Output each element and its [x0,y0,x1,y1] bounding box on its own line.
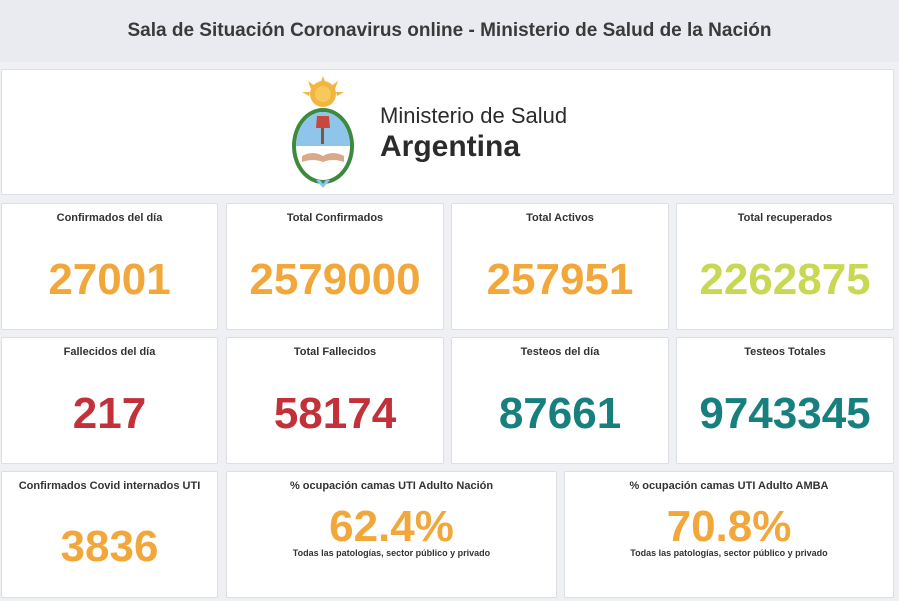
stat-card-total-recuperados: Total recuperados 2262875 [676,203,894,330]
stat-label: Total Confirmados [286,212,384,224]
stat-card-internados-uti: Confirmados Covid internados UTI 3836 [1,471,218,598]
page-title: Sala de Situación Coronavirus online - M… [127,20,772,41]
stat-value: 87661 [498,389,622,438]
logo-banner: Ministerio de Salud Argentina [1,69,894,195]
stat-label: Total Fallecidos [293,346,377,358]
stat-value: 62.4% [329,502,454,551]
stat-label: Confirmados Covid internados UTI [18,480,201,492]
stat-card-testeos-totales: Testeos Totales 9743345 [676,337,894,464]
stat-value: 70.8% [666,502,792,551]
stat-value: 3836 [60,522,159,571]
stat-label: Fallecidos del día [63,346,156,358]
stat-card-total-activos: Total Activos 257951 [451,203,669,330]
stat-value: 9743345 [699,389,871,438]
stat-card-ocupacion-nacion: % ocupación camas UTI Adulto Nación 62.4… [226,471,557,598]
stat-card-testeos-dia: Testeos del día 87661 [451,337,669,464]
stat-card-confirmados-dia: Confirmados del día 27001 [1,203,218,330]
stat-label: Confirmados del día [56,212,163,224]
stat-label: Total recuperados [737,212,833,224]
ministry-logo: Ministerio de Salud Argentina [288,76,567,192]
stat-card-total-confirmados: Total Confirmados 2579000 [226,203,444,330]
logo-line-1: Ministerio de Salud [380,103,568,128]
stat-label: % ocupación camas UTI Adulto Nación [289,480,494,492]
stat-sublabel: Todas las patologías, sector público y p… [292,548,491,558]
stat-label: % ocupación camas UTI Adulto AMBA [629,480,829,492]
stat-label: Testeos del día [520,346,600,358]
stat-card-ocupacion-amba: % ocupación camas UTI Adulto AMBA 70.8% … [564,471,894,598]
page-header: Sala de Situación Coronavirus online - M… [0,0,899,62]
stat-value: 217 [72,389,147,438]
stat-card-total-fallecidos: Total Fallecidos 58174 [226,337,444,464]
stat-card-fallecidos-dia: Fallecidos del día 217 [1,337,218,464]
stat-value: 2579000 [249,255,421,304]
stat-value: 257951 [486,255,634,304]
logo-line-2: Argentina [380,130,521,163]
stat-label: Testeos Totales [744,346,826,358]
stat-value: 27001 [48,255,171,304]
coat-of-arms-icon [292,76,354,188]
stat-label: Total Activos [526,212,594,224]
stat-value: 58174 [273,389,397,438]
stat-sublabel: Todas las patologías, sector público y p… [630,548,828,558]
stat-value: 2262875 [699,255,871,304]
